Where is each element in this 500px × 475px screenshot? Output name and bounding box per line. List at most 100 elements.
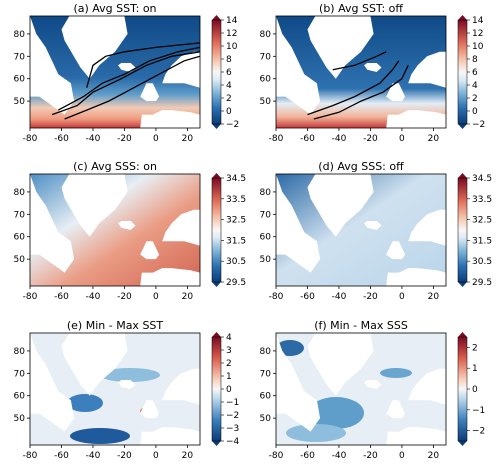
colorbar-extend-bottom <box>458 282 467 287</box>
x-tick-label: -40 <box>332 292 347 302</box>
land-mask <box>30 174 75 273</box>
colorbar-tick-label: −1 <box>472 406 485 416</box>
x-tick-label: 0 <box>153 292 159 302</box>
y-tick-label: 60 <box>260 75 272 85</box>
land-mask <box>386 241 406 260</box>
land-mask <box>30 333 75 432</box>
x-tick-label: -80 <box>23 451 38 461</box>
y-tick-label: 80 <box>260 347 272 357</box>
y-tick-label: 70 <box>260 52 272 62</box>
sst-anomaly-low <box>70 428 130 444</box>
land-mask <box>140 110 200 128</box>
panel-title: (d) Avg SSS: off <box>318 160 404 173</box>
y-tick-label: 80 <box>260 30 272 40</box>
land-mask <box>307 16 374 79</box>
land-mask <box>162 368 200 405</box>
colorbar-extend-top <box>458 15 467 20</box>
x-tick-label: 0 <box>399 134 405 144</box>
y-tick-label: 60 <box>14 233 26 243</box>
colorbar-extend-bottom <box>458 441 467 446</box>
land-mask <box>140 83 160 102</box>
panel-title: (c) Avg SSS: on <box>73 160 157 173</box>
x-tick-label: -20 <box>117 134 132 144</box>
colorbar <box>457 336 468 442</box>
colorbar-tick-label: 2 <box>226 94 232 104</box>
panel-5: (e) Min - Max SST-80 -60 -40 -20 0 2050607080… <box>14 319 240 461</box>
y-tick-label: 80 <box>14 188 26 198</box>
colorbar-extend-bottom <box>212 441 221 446</box>
colorbar-tick-label: 10 <box>226 42 238 52</box>
colorbar-tick-label: 14 <box>226 16 238 26</box>
x-tick-label: 0 <box>153 134 159 144</box>
colorbar <box>211 177 222 283</box>
colorbar-extend-top <box>458 173 467 178</box>
colorbar-tick-label: −4 <box>226 437 240 447</box>
colorbar-tick-label: −2 <box>472 427 485 437</box>
x-tick-label: 20 <box>428 292 440 302</box>
land-mask <box>386 83 406 102</box>
colorbar-tick-label: 0 <box>472 107 478 117</box>
x-tick-label: 20 <box>428 451 440 461</box>
y-tick-label: 60 <box>260 233 272 243</box>
colorbar-tick-label: 34.5 <box>472 174 492 184</box>
colorbar-tick-label: 31.5 <box>226 236 246 246</box>
colorbar <box>211 19 222 125</box>
colorbar <box>457 19 468 125</box>
x-tick-label: 0 <box>399 292 405 302</box>
x-tick-label: -40 <box>332 451 347 461</box>
x-tick-label: -80 <box>269 292 284 302</box>
land-mask <box>61 16 128 79</box>
colorbar-tick-label: 4 <box>472 81 478 91</box>
colorbar-tick-label: 12 <box>472 29 483 39</box>
colorbar-tick-label: −2 <box>226 120 239 130</box>
land-mask <box>364 63 382 72</box>
land-mask <box>364 380 382 389</box>
colorbar-tick-label: 12 <box>226 29 237 39</box>
land-mask <box>162 51 200 88</box>
colorbar-tick-label: 2 <box>226 359 232 369</box>
x-tick-label: 20 <box>182 292 194 302</box>
land-mask <box>386 427 446 445</box>
sss-anomaly-mid <box>380 368 412 378</box>
x-tick-label: 0 <box>399 451 405 461</box>
plot-frame <box>275 173 447 287</box>
contour-line <box>57 46 201 111</box>
colorbar-tick-label: 31.5 <box>472 236 492 246</box>
colorbar-tick-label: 4 <box>226 81 232 91</box>
x-tick-label: -40 <box>86 451 101 461</box>
y-tick-label: 70 <box>260 369 272 379</box>
x-tick-label: -20 <box>117 451 132 461</box>
land-mask <box>276 174 321 273</box>
y-tick-label: 50 <box>14 414 26 424</box>
colorbar <box>457 177 468 283</box>
x-tick-label: 0 <box>153 451 159 461</box>
colorbar-tick-label: 1 <box>472 364 478 374</box>
land-mask <box>307 333 374 396</box>
x-tick-label: -40 <box>332 134 347 144</box>
sss-anomaly-low <box>308 397 364 429</box>
contour-line <box>332 51 387 71</box>
colorbar-tick-label: 3 <box>226 346 232 356</box>
colorbar-extend-top <box>458 332 467 337</box>
colorbar-tick-label: 6 <box>226 68 232 78</box>
colorbar-extend-bottom <box>212 124 221 129</box>
x-tick-label: -80 <box>269 134 284 144</box>
panel-4: (d) Avg SSS: off -80 -60 -40 -20 0 20 50 60 70 80 3… <box>260 160 493 302</box>
x-tick-label: -60 <box>54 451 69 461</box>
colorbar-tick-label: 4 <box>226 333 232 343</box>
colorbar-tick-label: 0 <box>472 385 478 395</box>
colorbar-tick-label: 8 <box>472 55 478 65</box>
land-mask <box>61 174 128 237</box>
x-tick-label: 20 <box>182 451 194 461</box>
colorbar-tick-label: −2 <box>226 411 239 421</box>
y-tick-label: 60 <box>260 392 272 402</box>
plot-frame <box>29 332 201 446</box>
panel-2: (b) Avg SST: off-80 -60 -40 -20 0 20506070801… <box>260 2 486 144</box>
x-tick-label: 20 <box>182 134 194 144</box>
contour-line <box>307 60 400 116</box>
y-tick-label: 80 <box>14 347 26 357</box>
panel-3: (c) Avg SSS: on -80 -60 -40 -20 0 20 50 60 70 80 34… <box>14 160 247 302</box>
panel-title: (b) Avg SST: off <box>319 2 403 15</box>
y-tick-label: 50 <box>14 255 26 265</box>
